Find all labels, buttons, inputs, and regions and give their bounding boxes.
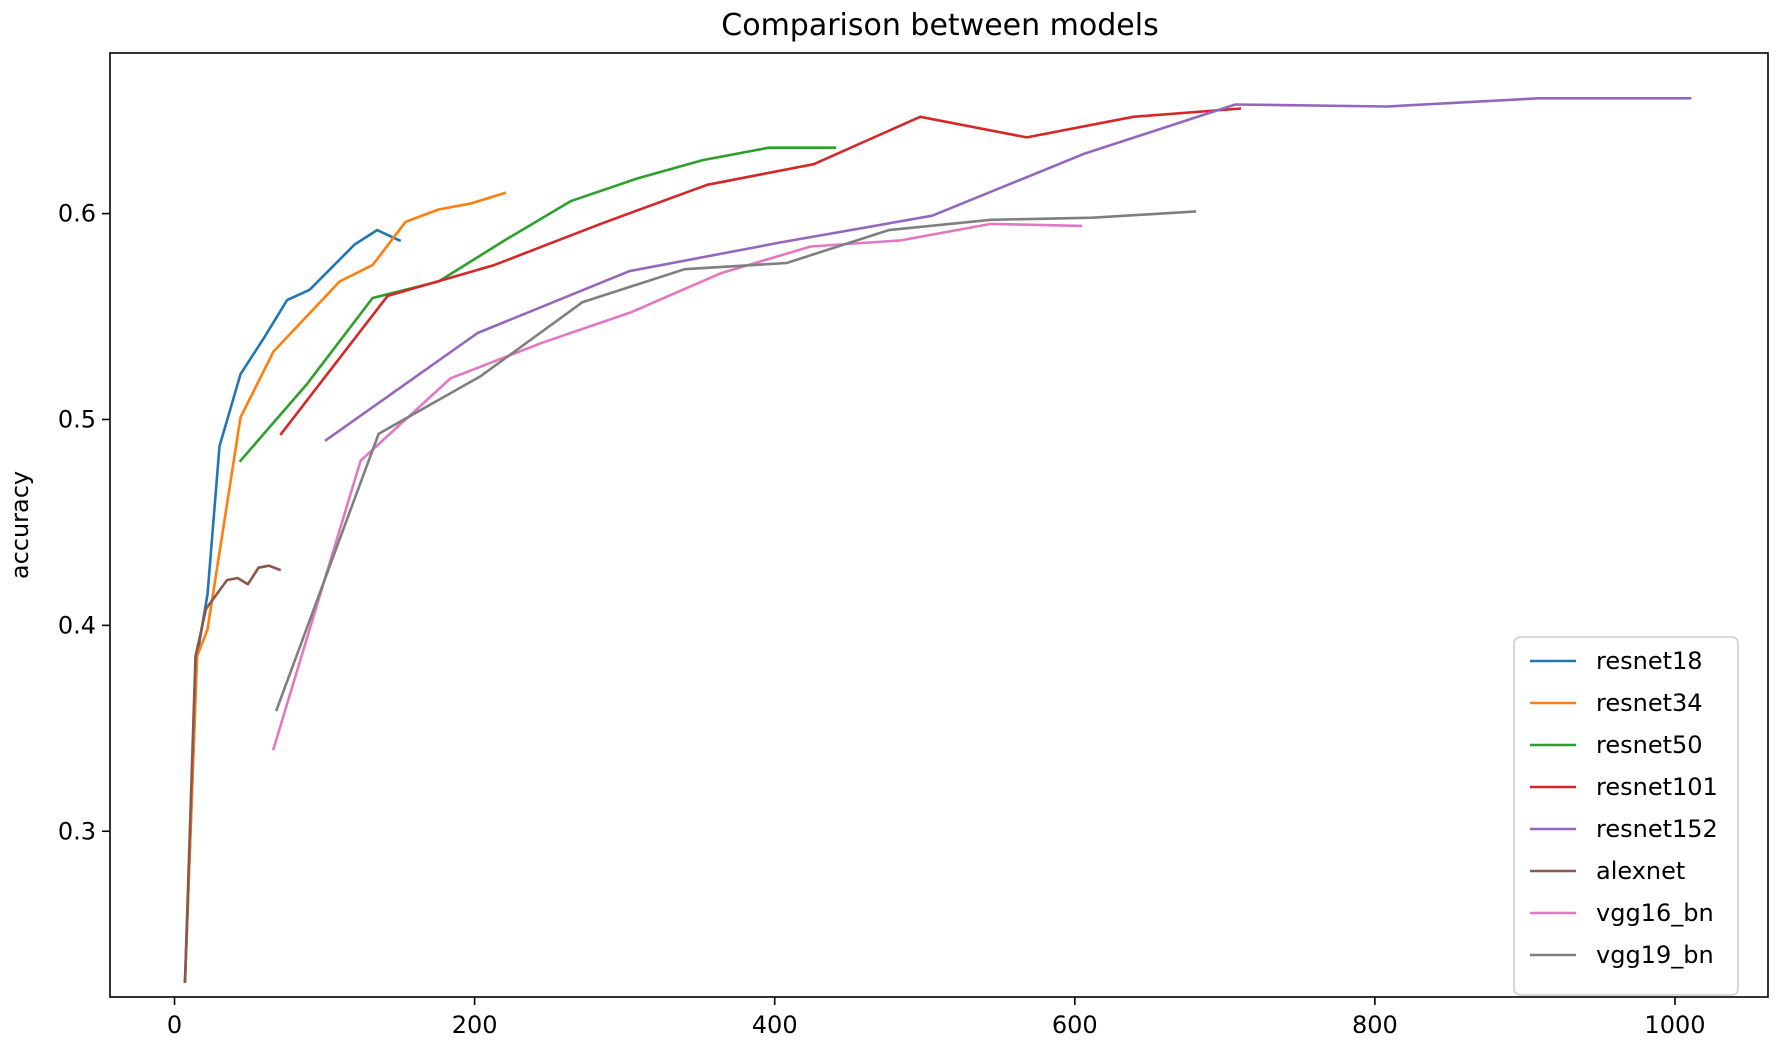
y-tick-label: 0.6 [58,200,96,228]
series-line-vgg19_bn [274,210,1197,712]
series-line-resnet34 [183,191,507,983]
plot-area: 0 200 400 600 800 10000.30.40.50.6resnet18res… [58,52,1769,1039]
y-tick-label: 0.5 [58,405,96,433]
legend-label-vgg19_bn: vgg19_bn [1596,941,1714,969]
legend-label-resnet50: resnet50 [1596,731,1703,759]
series-lines [183,97,1692,983]
legend-label-resnet152: resnet152 [1596,815,1718,843]
chart-title: Comparison between models [721,8,1158,43]
y-tick-label: 0.4 [58,611,96,639]
series-line-alexnet [183,564,282,983]
x-tick-label: 1000 [1644,1011,1705,1039]
axes-frame [109,52,1769,998]
legend: resnet18 resnet34 resnet50 resnet101 resnet1… [1513,636,1739,996]
legend-label-resnet34: resnet34 [1596,689,1703,717]
legend-label-resnet18: resnet18 [1596,647,1703,675]
series-line-resnet50 [238,146,837,463]
x-tick-label: 400 [752,1011,798,1039]
series-line-resnet101 [279,107,1242,436]
x-tick-label: 800 [1352,1011,1398,1039]
legend-label-resnet101: resnet101 [1596,773,1718,801]
legend-label-vgg16_bn: vgg16_bn [1596,899,1714,927]
x-tick-label: 0 [167,1011,182,1039]
legend-box [1513,636,1739,996]
x-tick-label: 600 [1052,1011,1098,1039]
legend-label-alexnet: alexnet [1596,857,1685,885]
y-axis-label: accuracy [6,471,34,579]
x-tick-label: 200 [452,1011,498,1039]
series-line-resnet152 [324,97,1692,442]
y-tick-label: 0.3 [58,817,96,845]
